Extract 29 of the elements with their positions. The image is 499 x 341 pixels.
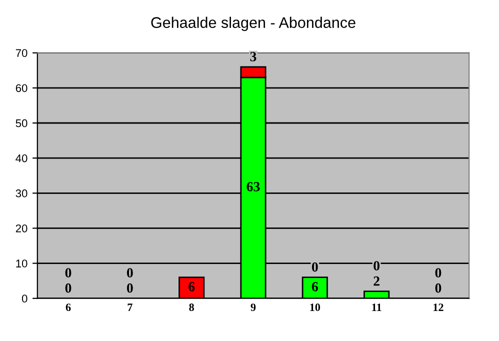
y-tick-label: 40 xyxy=(16,154,28,162)
data-label: 0 xyxy=(65,268,72,278)
y-tick-label: 20 xyxy=(16,224,28,232)
data-label: 6 xyxy=(312,282,318,292)
y-tick-label: 0 xyxy=(22,294,28,303)
chart-title: Gehaalde slagen - Abondance xyxy=(151,16,356,32)
y-tick-label: 70 xyxy=(16,49,28,57)
x-tick-label: 9 xyxy=(250,304,256,312)
x-tick-label: 10 xyxy=(310,304,320,312)
data-label: 0 xyxy=(312,262,318,272)
data-label: 0 xyxy=(435,268,442,278)
data-label: 0 xyxy=(126,268,133,278)
data-label: 2 xyxy=(374,276,380,286)
x-tick-label: 7 xyxy=(128,304,132,311)
y-tick-label: 30 xyxy=(16,189,28,198)
x-tick-label: 6 xyxy=(66,304,71,312)
data-label: 0 xyxy=(374,261,380,270)
y-tick-label: 50 xyxy=(16,119,28,128)
y-tick-label: 60 xyxy=(16,84,28,92)
x-tick-label: 12 xyxy=(434,304,444,311)
data-label: 0 xyxy=(435,283,442,293)
data-label: 63 xyxy=(246,182,260,192)
y-tick-label: 10 xyxy=(16,260,28,268)
data-label: 0 xyxy=(126,283,133,293)
data-label: 0 xyxy=(65,283,72,293)
data-label: 3 xyxy=(250,52,256,62)
x-tick-label: 11 xyxy=(372,304,382,311)
x-tick-label: 8 xyxy=(189,304,194,312)
data-label: 6 xyxy=(188,282,195,292)
